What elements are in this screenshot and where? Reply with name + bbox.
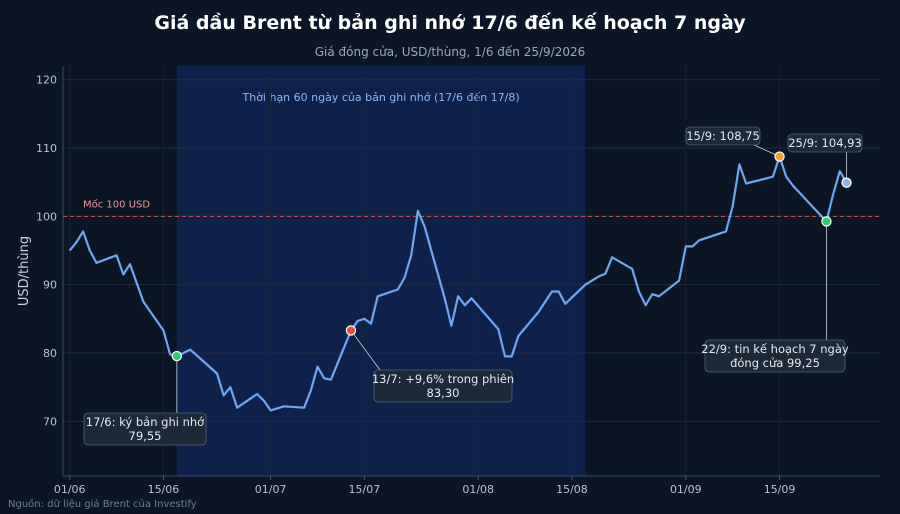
annotation-leader xyxy=(350,330,381,371)
x-tick-label: 01/09 xyxy=(670,483,702,496)
x-tick-label: 15/09 xyxy=(764,483,796,496)
annotation-text: 17/6: ký bản ghi nhớ xyxy=(86,415,204,429)
annotation-box xyxy=(787,133,863,153)
annotation-box xyxy=(704,339,846,373)
reference-line-label: Mốc 100 USD xyxy=(83,198,150,210)
x-tick-label: 01/08 xyxy=(462,483,494,496)
chart-subtitle: Giá đóng cửa, USD/thùng, 1/6 đến 25/9/20… xyxy=(314,45,586,59)
shaded-region-label: Thời hạn 60 ngày của bản ghi nhớ (17/6 đ… xyxy=(242,91,520,104)
source-note: Nguồn: dữ liệu giá Brent của Investify xyxy=(8,499,197,510)
x-tick-label: 15/06 xyxy=(148,483,180,496)
annotation-marker-red xyxy=(345,325,357,336)
annotation-text: 15/9: 108,75 xyxy=(686,129,760,143)
annotation-callout: 15/9: 108,75 xyxy=(685,126,780,157)
annotation-marker-blue xyxy=(841,177,852,188)
annotation-text: đóng cửa 99,25 xyxy=(730,356,820,370)
y-tick-label: 90 xyxy=(43,279,57,292)
annotation-text: 25/9: 104,93 xyxy=(788,136,862,150)
y-axis-label: USD/thùng xyxy=(17,236,32,306)
x-tick-label: 15/07 xyxy=(349,483,381,496)
brent-price-line xyxy=(68,155,848,412)
annotation-text: 79,55 xyxy=(129,429,162,443)
annotation-box xyxy=(373,369,513,403)
shaded-region xyxy=(176,66,586,476)
y-tick-label: 120 xyxy=(36,74,57,87)
y-tick-label: 80 xyxy=(43,347,57,360)
y-tick-label: 70 xyxy=(43,415,57,428)
annotation-box xyxy=(83,412,207,446)
x-tick-label: 01/07 xyxy=(255,483,287,496)
annotation-text: 22/9: tin kế hoạch 7 ngày xyxy=(701,342,849,356)
annotation-text: 13/7: +9,6% trong phiên xyxy=(372,372,514,386)
annotation-marker-green xyxy=(821,216,832,227)
annotation-marker-green xyxy=(171,350,183,362)
x-tick-label: 01/06 xyxy=(54,483,86,496)
x-tick-label: 15/08 xyxy=(556,483,588,496)
annotation-marker-orange xyxy=(774,151,785,162)
annotation-box xyxy=(685,126,761,146)
y-tick-label: 100 xyxy=(36,210,57,223)
y-tick-label: 110 xyxy=(36,142,57,155)
annotation-callout: 25/9: 104,93 xyxy=(787,133,863,183)
chart-title: Giá dầu Brent từ bản ghi nhớ 17/6 đến kế… xyxy=(154,12,746,34)
annotation-text: 83,30 xyxy=(427,386,460,400)
